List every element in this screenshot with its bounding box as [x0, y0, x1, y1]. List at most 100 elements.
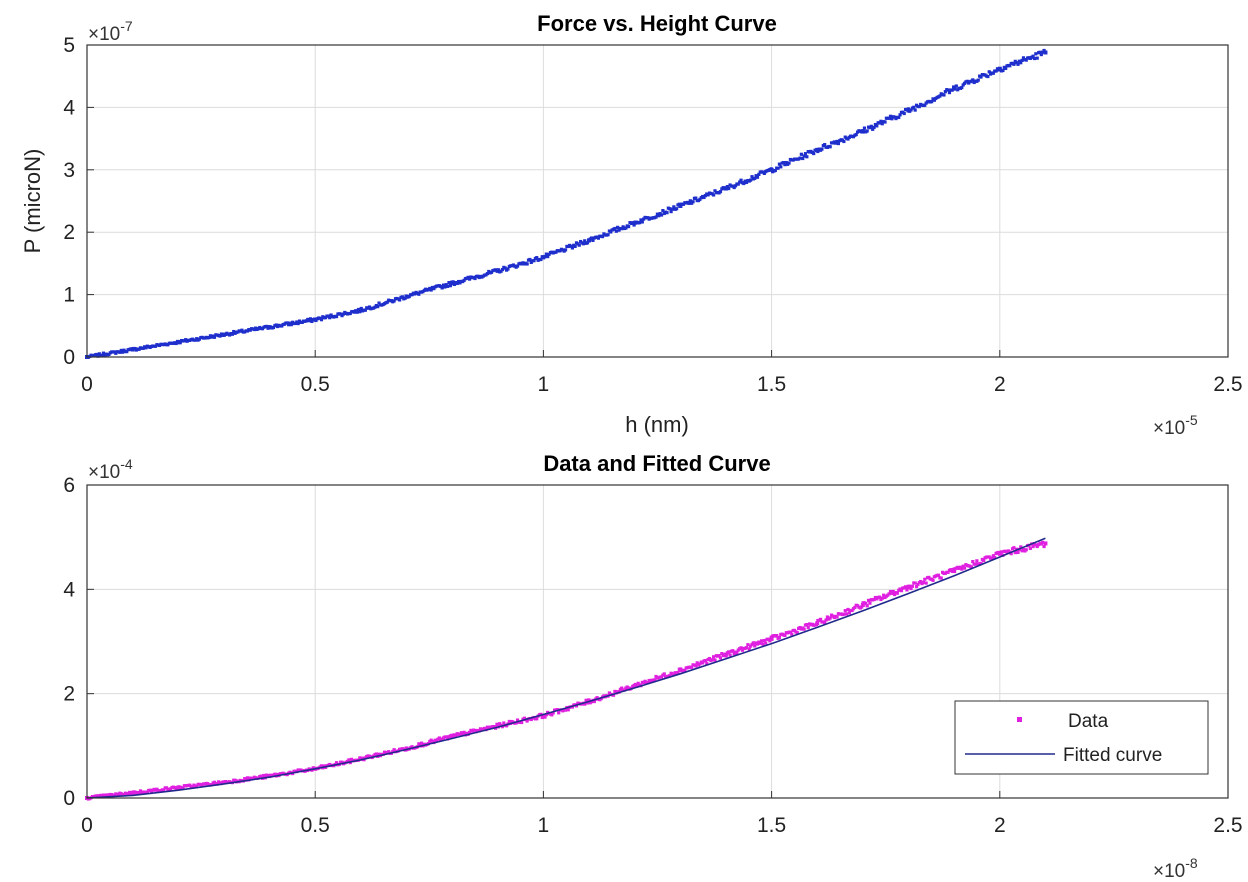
x-tick-label: 1 [538, 373, 550, 396]
data-point [718, 190, 723, 194]
x-tick-label: 1 [538, 814, 550, 837]
data-point [847, 611, 851, 615]
data-point [742, 181, 746, 186]
data-point [753, 644, 757, 648]
data-point [888, 114, 893, 118]
data-point [790, 632, 794, 636]
data-point [589, 236, 594, 240]
data-point [566, 708, 570, 712]
data-point [613, 226, 617, 231]
data-point [690, 665, 694, 669]
legend-data-label: Data [1068, 711, 1109, 732]
data-point [749, 178, 753, 182]
data-point [502, 721, 506, 725]
data-point [735, 651, 739, 655]
data-point [515, 718, 520, 722]
y-tick-label: 6 [63, 474, 75, 497]
data-point [760, 639, 764, 643]
data-point [492, 724, 496, 729]
data-point [672, 205, 676, 209]
data-point [868, 601, 872, 605]
data-point [713, 658, 717, 662]
data-point [971, 78, 975, 82]
data-point [962, 566, 967, 570]
data-point [879, 119, 883, 123]
data-point [467, 277, 472, 281]
data-point [447, 281, 451, 285]
data-point [265, 324, 269, 329]
data-point [931, 578, 935, 582]
data-point [799, 152, 803, 156]
data-point [871, 127, 875, 131]
data-point [1019, 545, 1023, 549]
force-height-y-label: P (microN) [20, 149, 45, 254]
data-point [823, 143, 827, 147]
data-point [1035, 56, 1039, 60]
data-point [909, 586, 913, 591]
data-point [775, 634, 779, 638]
force-height-x-ticks: 0 0.5 1 1.5 2 2.5 [81, 350, 1243, 396]
data-point [768, 639, 772, 643]
data-point [262, 773, 266, 778]
data-point [846, 607, 850, 612]
data-point [890, 591, 894, 595]
data-point [1043, 542, 1048, 546]
data-point [334, 314, 339, 319]
data-point [367, 305, 372, 309]
y-tick-label: 0 [63, 787, 75, 810]
data-point [373, 305, 377, 309]
data-point [979, 75, 983, 79]
data-point [525, 262, 529, 266]
y-tick-label: 4 [63, 96, 75, 119]
data-point [454, 734, 458, 738]
data-point [334, 761, 339, 765]
data-point [400, 295, 404, 299]
data-point [936, 573, 941, 577]
x-tick-label: 2 [994, 814, 1006, 837]
data-point [701, 661, 705, 665]
data-point [544, 252, 548, 256]
legend-fitted-curve-label: Fitted curve [1063, 745, 1162, 766]
data-point [761, 642, 765, 646]
data-point [677, 202, 681, 206]
data-point [657, 214, 661, 218]
data-point [609, 230, 613, 234]
data-point [622, 688, 627, 692]
data-point [583, 239, 587, 243]
data-point [930, 100, 934, 104]
data-point [758, 641, 762, 645]
data-point [377, 301, 381, 305]
x-tick-label: 0.5 [301, 814, 330, 837]
fitted-curve-y-ticks: 0 2 4 6 [63, 474, 94, 810]
data-point [733, 184, 738, 188]
data-point [1031, 544, 1035, 549]
data-point [755, 175, 760, 179]
y-tick-label: 1 [63, 284, 75, 307]
data-point [356, 307, 361, 312]
data-point [668, 207, 672, 211]
data-point [577, 243, 581, 247]
data-point [750, 175, 754, 179]
data-point [812, 151, 816, 156]
data-point [762, 638, 766, 643]
data-point [744, 646, 749, 650]
data-point [798, 156, 802, 160]
data-point [835, 139, 839, 144]
data-point [212, 335, 217, 339]
data-point [101, 793, 106, 797]
data-point [583, 702, 587, 706]
data-point [823, 621, 827, 625]
data-point [703, 658, 707, 663]
data-point [653, 678, 657, 682]
data-point [749, 644, 753, 648]
data-point [307, 319, 311, 323]
data-point [398, 298, 402, 302]
data-point [532, 259, 536, 263]
data-point [125, 350, 129, 354]
data-point [661, 209, 665, 213]
data-point [698, 662, 702, 666]
data-point [596, 236, 601, 240]
data-point [419, 741, 424, 745]
data-point [909, 108, 913, 112]
data-point [1035, 544, 1039, 549]
